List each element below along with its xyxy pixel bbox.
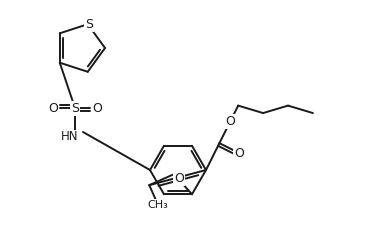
Text: O: O xyxy=(48,102,58,114)
Text: S: S xyxy=(71,102,79,114)
Text: O: O xyxy=(92,102,102,114)
Text: HN: HN xyxy=(61,130,79,144)
Text: O: O xyxy=(174,172,184,185)
Text: O: O xyxy=(225,115,235,128)
Text: S: S xyxy=(85,18,93,31)
Text: CH₃: CH₃ xyxy=(148,200,169,210)
Text: O: O xyxy=(234,146,244,160)
